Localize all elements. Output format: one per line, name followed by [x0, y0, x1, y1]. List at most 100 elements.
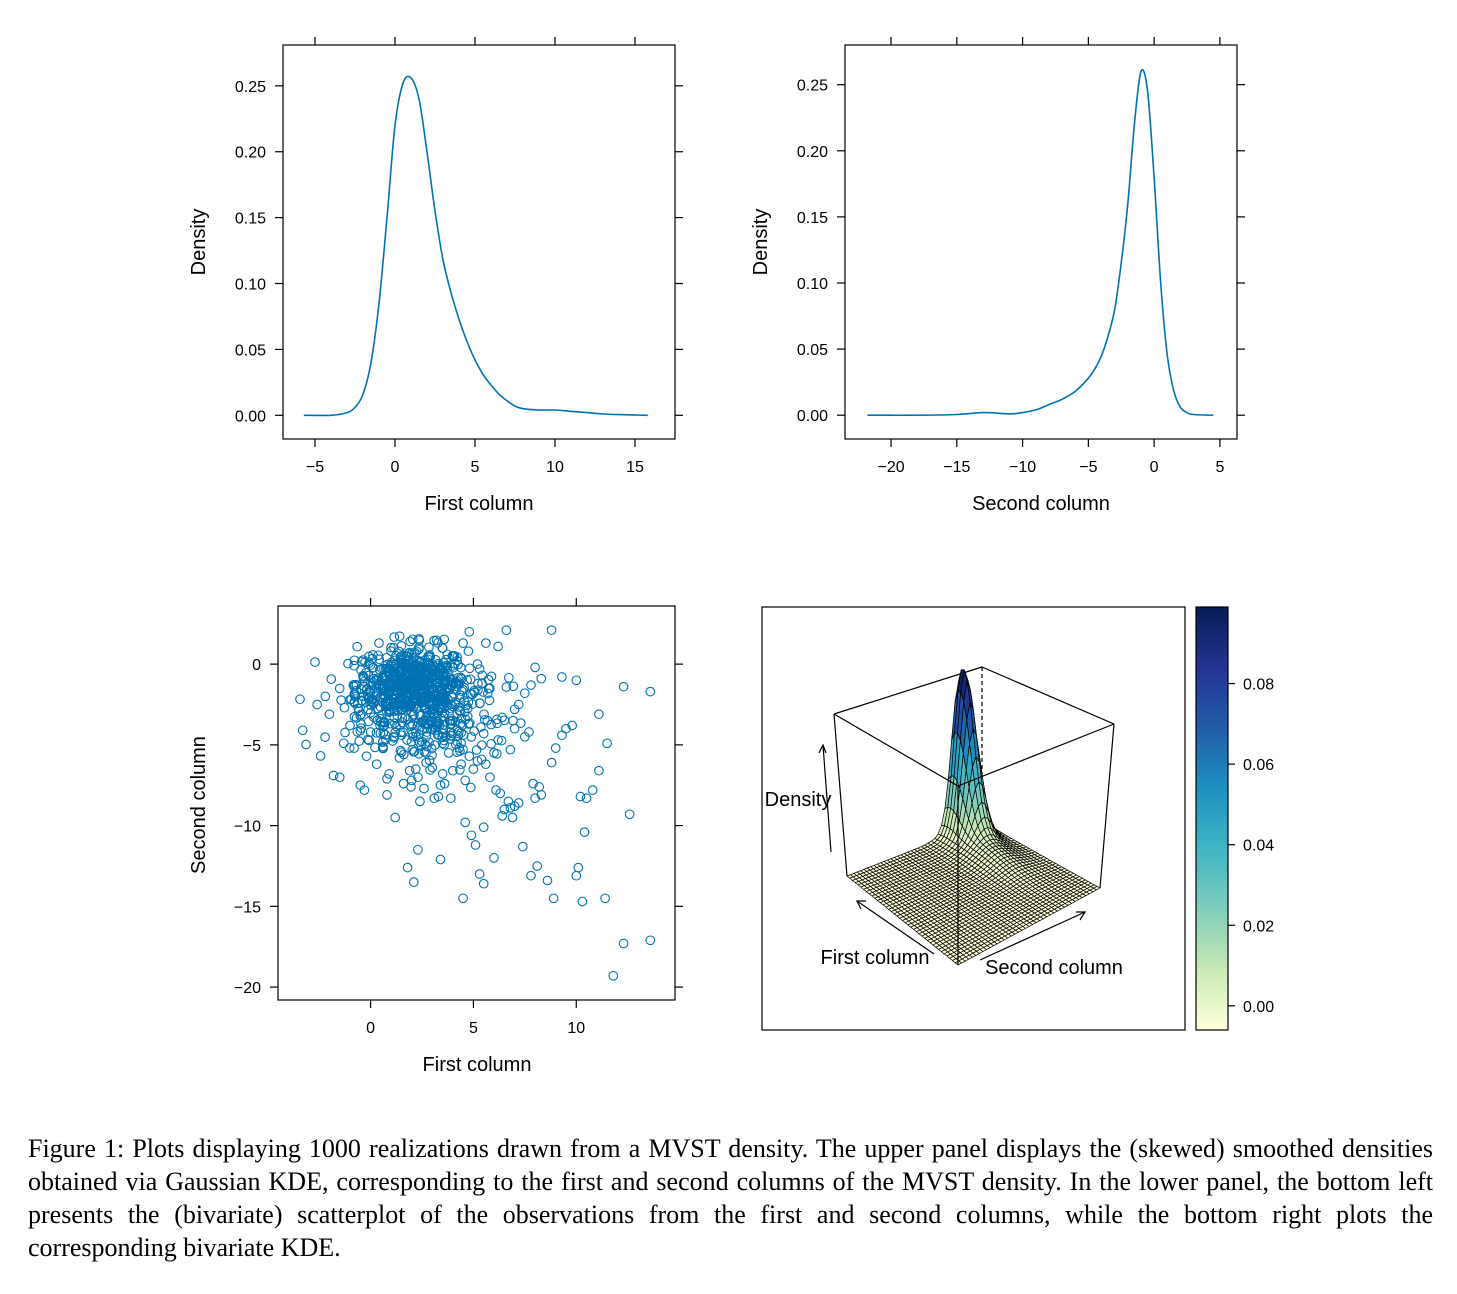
y-tick-label: 0.10 — [235, 277, 266, 294]
scatter-point — [458, 893, 468, 904]
colorbar-step — [1196, 657, 1228, 663]
colorbar-step — [1196, 640, 1228, 646]
colorbar-step — [1196, 759, 1228, 765]
scatter-point — [472, 659, 483, 669]
y-tick-label: 0.00 — [235, 408, 266, 425]
x-tick-label: −10 — [1009, 459, 1036, 476]
colorbar-step — [1196, 700, 1228, 705]
scatter-point — [423, 654, 433, 665]
scatter-point — [320, 691, 331, 702]
x-tick-label: 5 — [469, 1020, 478, 1037]
colorbar-step — [1196, 991, 1228, 997]
scatter-point — [517, 841, 528, 852]
scatter-point — [405, 692, 416, 703]
scatter-point — [542, 875, 553, 886]
scatter-point — [394, 666, 405, 677]
x-axis-label: First column — [423, 1054, 532, 1076]
scatter-point — [408, 677, 418, 687]
colorbar-step — [1196, 632, 1228, 638]
scatter-point — [365, 727, 376, 737]
scatter-point — [390, 812, 401, 823]
scatter-point — [358, 655, 369, 665]
scatter-point — [486, 671, 497, 682]
y-tick-label: −15 — [234, 899, 261, 916]
scatter-point — [395, 670, 405, 680]
scatter-point — [467, 699, 478, 709]
scatter-point — [419, 783, 429, 794]
colorbar-step — [1196, 1013, 1228, 1018]
colorbar-step — [1196, 776, 1228, 782]
scatter-point — [397, 650, 408, 661]
scatter-point — [435, 780, 446, 791]
x-axis-label: First column — [821, 947, 930, 969]
scatter-point — [509, 704, 520, 715]
axis-ticks: −5 0 5 10 15 0.00 0.05 0.10 0.15 0.20 0.25 — [235, 37, 683, 476]
scatter-point — [645, 686, 656, 697]
scatter-point — [406, 700, 417, 710]
scatter-point — [427, 663, 438, 674]
colorbar-step — [1196, 886, 1228, 892]
scatter-point — [343, 658, 353, 669]
colorbar-step — [1196, 780, 1228, 786]
scatter-point — [519, 688, 530, 699]
colorbar-step — [1196, 865, 1228, 870]
colorbar-step — [1196, 903, 1228, 908]
colorbar-step — [1196, 619, 1228, 625]
scatter-point — [472, 756, 483, 766]
colorbar-step — [1196, 649, 1228, 655]
scatter-point — [390, 655, 401, 666]
scatter-point — [456, 759, 466, 770]
scatter-point — [419, 692, 430, 703]
density-curve — [303, 75, 648, 417]
scatter-point — [530, 793, 540, 804]
colorbar-step — [1196, 1008, 1228, 1014]
scatter-point — [550, 743, 561, 753]
scatter-point — [355, 710, 366, 721]
colorbar-step — [1196, 932, 1228, 938]
scatter-point — [345, 694, 355, 705]
scatter-point — [462, 675, 473, 685]
scatter-point — [548, 893, 559, 904]
colorbar-step — [1196, 852, 1228, 858]
colorbar-step — [1196, 1017, 1228, 1023]
scatter-point — [463, 719, 474, 729]
colorbar-step — [1196, 839, 1228, 845]
colorbar-step — [1196, 860, 1228, 866]
scatter-point — [426, 692, 436, 703]
plot-frame — [277, 605, 676, 1001]
scatter-point — [482, 688, 493, 699]
scatter-point — [348, 680, 359, 690]
x-tick-label: 0 — [1150, 459, 1159, 476]
scatter-point — [427, 750, 437, 761]
scatter-point — [436, 686, 447, 697]
scatter-point — [446, 730, 457, 741]
surface-mesh — [846, 668, 1101, 966]
scatter-point — [389, 731, 400, 742]
y-tick-label: 0.25 — [235, 79, 266, 96]
y-axis-label: Second column — [188, 736, 210, 874]
scatter-point — [349, 711, 360, 722]
scatter-point — [546, 757, 557, 768]
scatter-point — [433, 716, 443, 727]
scatter-point — [452, 655, 462, 666]
scatter-point — [377, 697, 388, 708]
scatter-point — [439, 778, 450, 789]
scatter-point — [524, 727, 534, 737]
scatter-point — [466, 732, 477, 742]
colorbar-step — [1196, 958, 1228, 963]
scatter-point — [526, 680, 536, 690]
scatter-point — [618, 681, 629, 692]
scatter-point — [407, 662, 418, 673]
scatter-point — [497, 811, 508, 821]
density-plot-first-column: −5 0 5 10 15 0.00 0.05 0.10 0.15 0.20 0.25 First c… — [188, 37, 683, 515]
scatter-point — [536, 790, 547, 800]
scatter-point — [418, 697, 429, 708]
scatter-point — [413, 772, 423, 783]
x-tick-label: −5 — [306, 459, 324, 476]
colorbar-step — [1196, 801, 1228, 807]
scatter-point — [458, 744, 468, 755]
scatter-point — [567, 720, 578, 731]
scatter-point — [579, 827, 590, 837]
scatter-point — [435, 854, 446, 865]
scatter-point — [573, 862, 584, 873]
